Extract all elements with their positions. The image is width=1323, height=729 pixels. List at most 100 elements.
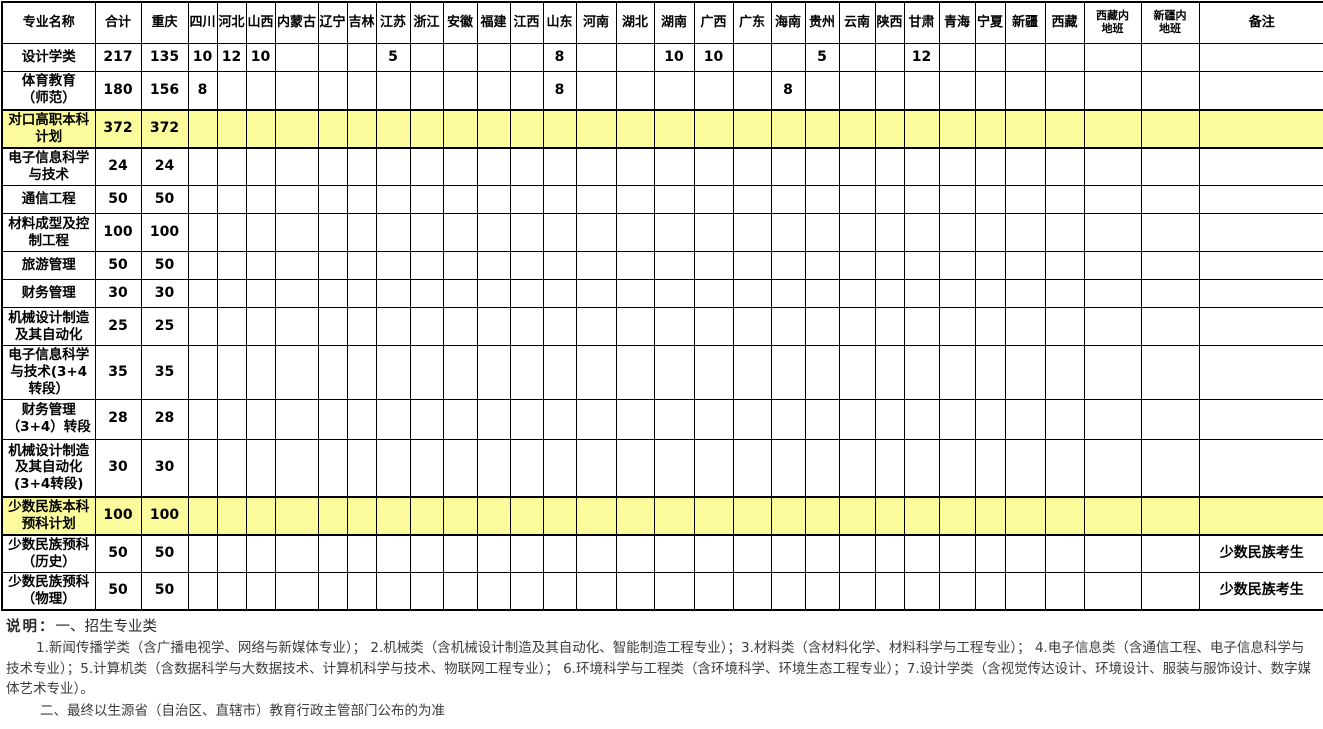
table-cell: [476, 108, 511, 149]
table-cell: [216, 279, 247, 308]
table-cell: [575, 307, 617, 346]
row-label: 少数民族本科 预科计划: [1, 496, 96, 537]
table-cell: 50: [94, 571, 142, 611]
table-cell: [653, 496, 695, 537]
table-cell: [476, 251, 511, 280]
table-cell: [274, 251, 319, 280]
table-cell: [476, 398, 511, 440]
table-cell: [409, 279, 444, 308]
table-cell: [1083, 185, 1142, 214]
table-cell: 30: [140, 279, 189, 308]
table-cell: [770, 307, 806, 346]
table-cell: [187, 279, 218, 308]
table-cell: [653, 213, 695, 252]
column-header-23: 陕西: [874, 1, 905, 44]
table-cell: [693, 571, 734, 611]
table-cell: [442, 534, 478, 573]
table-cell: [442, 185, 478, 214]
table-cell: [476, 279, 511, 308]
table-cell: [542, 108, 577, 149]
table-cell: [375, 213, 411, 252]
table-cell: [693, 71, 734, 110]
table-cell: [974, 147, 1006, 186]
table-cell: [1004, 43, 1046, 72]
table-cell: [575, 534, 617, 573]
table-row: 少数民族本科 预科计划 100 100: [1, 496, 1323, 537]
table-cell: [509, 71, 544, 110]
table-cell: [187, 251, 218, 280]
table-cell: [274, 345, 319, 400]
row-label: 财务管理 （3+4）转段: [1, 398, 96, 440]
table-body: 设计学类 217 135 10 12 10 5 8 10 10 5 12 体育教育 （师范） 180 156…: [1, 43, 1323, 611]
table-cell: [615, 496, 655, 537]
table-cell: 30: [140, 438, 189, 498]
table-cell: [770, 147, 806, 186]
table-row: 少数民族预科 （历史） 50 50 少数民族考生: [1, 534, 1323, 573]
table-cell: [1004, 438, 1046, 498]
table-cell: [1083, 108, 1142, 149]
column-header-16: 湖北: [615, 1, 655, 44]
table-cell: [187, 213, 218, 252]
column-header-5: 山西: [245, 1, 276, 44]
remark-cell: 少数民族考生: [1198, 534, 1323, 573]
table-cell: [938, 213, 976, 252]
table-cell: [770, 43, 806, 72]
table-cell: [375, 307, 411, 346]
table-cell: [509, 185, 544, 214]
table-cell: [1044, 307, 1085, 346]
table-cell: [770, 251, 806, 280]
table-cell: [1083, 534, 1142, 573]
table-cell: [476, 307, 511, 346]
table-cell: [1044, 71, 1085, 110]
table-cell: [732, 213, 772, 252]
table-cell: [653, 398, 695, 440]
table-cell: [903, 345, 940, 400]
table-cell: 5: [804, 43, 840, 72]
table-cell: [216, 496, 247, 537]
table-cell: [653, 185, 695, 214]
table-cell: [409, 185, 444, 214]
table-cell: [1140, 345, 1200, 400]
table-cell: [409, 571, 444, 611]
table-cell: [974, 496, 1006, 537]
table-cell: [770, 279, 806, 308]
table-cell: 50: [140, 251, 189, 280]
table-cell: [974, 71, 1006, 110]
table-cell: [216, 438, 247, 498]
table-cell: [804, 496, 840, 537]
table-cell: [804, 251, 840, 280]
table-cell: [615, 571, 655, 611]
table-cell: [653, 307, 695, 346]
table-cell: [442, 108, 478, 149]
note-final-statement: 二、最终以生源省（自治区、直辖市）教育行政主管部门公布的为准: [40, 703, 445, 720]
table-row: 旅游管理 50 50: [1, 251, 1323, 280]
table-cell: [476, 147, 511, 186]
table-cell: [874, 108, 905, 149]
column-header-28: 西藏: [1044, 1, 1085, 44]
table-cell: [542, 496, 577, 537]
table-cell: [732, 398, 772, 440]
table-cell: [903, 213, 940, 252]
table-cell: [838, 534, 876, 573]
column-header-31: 备注: [1198, 1, 1323, 44]
remark-cell: [1198, 71, 1323, 110]
table-cell: [1004, 496, 1046, 537]
table-cell: [838, 108, 876, 149]
table-cell: [1140, 534, 1200, 573]
table-cell: [732, 496, 772, 537]
table-cell: [245, 213, 276, 252]
table-cell: [476, 496, 511, 537]
table-cell: [1004, 185, 1046, 214]
table-cell: [732, 345, 772, 400]
table-cell: [375, 185, 411, 214]
table-cell: [442, 251, 478, 280]
table-cell: [317, 251, 348, 280]
table-cell: [804, 398, 840, 440]
remark-cell: [1198, 398, 1323, 440]
table-cell: [442, 307, 478, 346]
table-cell: [274, 147, 319, 186]
table-cell: 35: [140, 345, 189, 400]
table-cell: 12: [216, 43, 247, 72]
table-cell: [1004, 398, 1046, 440]
